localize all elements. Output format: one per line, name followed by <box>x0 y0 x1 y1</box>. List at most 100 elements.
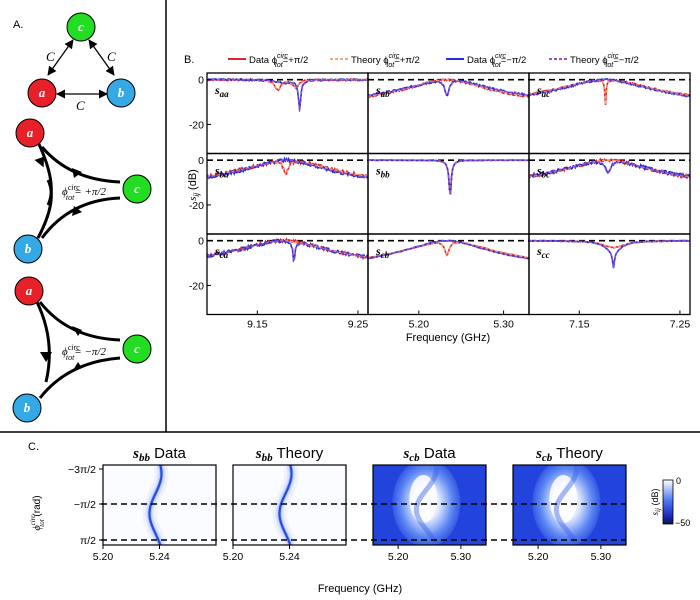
ytick-label: -20 <box>189 200 204 212</box>
series-theory-minus-sba <box>207 159 368 179</box>
circulator-plus-lower <box>40 196 121 239</box>
heatmap-frame <box>372 464 487 546</box>
circulator-plus-node-a-label: a <box>27 125 34 140</box>
heatmap-bb-data: sbb Data 5.20 5.24 <box>93 445 217 563</box>
series-theory-minus-scc <box>529 240 690 269</box>
series-theory-minus-sbc <box>529 161 690 178</box>
series-theory-minus-sab <box>368 80 529 96</box>
circulator-plus-arrow-lower <box>72 206 82 216</box>
subplot-sab: sab <box>367 72 530 155</box>
series-theory-minus-sca <box>207 240 368 262</box>
heatmap-title: sbb Theory <box>255 445 324 464</box>
ytick-label: -20 <box>189 119 204 131</box>
subplot-scc: scc <box>528 233 691 316</box>
subplot-scb: scb <box>367 233 530 316</box>
heatmap-cb-data: scb Data 5.20 5.30 <box>372 445 487 563</box>
series-theory-minus-scb <box>368 240 529 260</box>
frame-scb <box>367 233 530 316</box>
cell-label-saa: saa <box>214 83 229 99</box>
panel-label-b: B. <box>184 54 194 66</box>
xtick-label: 7.25 <box>670 319 691 331</box>
heatmap-title: scb Data <box>402 445 456 464</box>
sparam-grid: saa sab sac sba sbb sbc sca scb scc 0 -20 0 -20 0 -20 9… <box>189 72 691 331</box>
coupling-edge-cb <box>88 39 115 76</box>
series-theory-minus-sac <box>529 79 690 97</box>
subplot-sba: sba <box>206 152 369 235</box>
node-b-label: b <box>118 85 125 100</box>
c-xlabel: Frequency (GHz) <box>318 583 402 595</box>
heatmap-title: sbb Data <box>132 445 186 464</box>
cell-label-sca: sca <box>214 244 229 260</box>
circulator-plus-node-c <box>122 174 152 204</box>
circulator-minus-arm-a <box>34 299 51 383</box>
subplot-sac: sac <box>528 72 691 155</box>
legend: Data ϕcirc tot=+π/2 Theory ϕcirc tot=+π/2 Da… <box>228 53 639 69</box>
circulator-minus-arrow-a <box>40 352 52 362</box>
circulator-minus-arrow-upper <box>72 326 82 336</box>
panel-label-c: C. <box>28 441 39 453</box>
phase-plus-label: ϕcirc tot= +π/2 <box>62 183 106 202</box>
legend-label-theory_plus: Theory ϕcirc tot=+π/2 <box>351 53 420 69</box>
coupling-label-left: C <box>46 49 55 64</box>
phase-minus-label: ϕcirc tot= −π/2 <box>62 343 106 362</box>
circulator-minus-node-a <box>14 276 44 306</box>
cell-label-sbb: sbb <box>375 164 390 180</box>
heat-ytick-label: −π/2 <box>74 499 96 511</box>
subplot-sbb: sbb <box>367 152 530 235</box>
ytick-label: -20 <box>189 280 204 292</box>
circulator-plus-arrow-upper <box>72 168 82 178</box>
series-data-plus-scb <box>368 241 529 259</box>
frame-sbc <box>528 152 691 235</box>
circulator-plus-node-c-label: c <box>134 181 140 196</box>
heat-ytick-label: π/2 <box>80 535 96 547</box>
cell-label-sac: sac <box>536 83 550 99</box>
heatmap-bg <box>103 465 216 545</box>
node-a-label: a <box>39 85 46 100</box>
series-theory-plus-sac <box>529 79 690 105</box>
circuit-diagram: C C C c a b <box>27 12 136 113</box>
circulator-plus: a b c ϕcirc tot= +π/2 <box>13 118 152 264</box>
series-theory-minus-saa <box>207 79 368 112</box>
series-data-minus-sba <box>207 156 368 180</box>
node-a <box>27 78 57 108</box>
xtick-label: 7.15 <box>569 319 590 331</box>
coupling-label-right: C <box>107 49 116 64</box>
colorbar: 0 −50 sij (dB) <box>650 476 690 528</box>
coupling-edge-ca <box>47 39 74 76</box>
frame-sab <box>367 72 530 155</box>
panel-label-a: A. <box>13 19 23 31</box>
cell-label-sba: sba <box>214 164 229 180</box>
heatmap-panel: sbb Data 5.20 5.24 sbb Theory 5.20 5.24 scb Da… <box>68 445 627 563</box>
series-theory-minus-sbb <box>368 159 529 195</box>
colorbar-label: sij (dB) <box>650 489 662 516</box>
node-c-label: c <box>78 19 84 34</box>
heat-xtick-label: 5.20 <box>388 551 409 563</box>
circulator-minus-node-c-label: c <box>134 341 140 356</box>
b-ylabel: sij (dB) <box>187 169 201 201</box>
c-ylabel: ϕcirctot (rad) <box>29 495 46 530</box>
transmission-peak <box>409 475 438 523</box>
frame-sac <box>528 72 691 155</box>
heat-ytick-label: −3π/2 <box>68 464 96 476</box>
circulator-minus-node-c <box>122 334 152 364</box>
cell-label-sab: sab <box>375 83 390 99</box>
series-theory-plus-sba <box>207 161 368 177</box>
subplot-sbc: sbc <box>528 152 691 235</box>
circulator-plus-upper <box>40 146 121 184</box>
heatmap-bg <box>233 465 346 545</box>
xtick-label: 5.30 <box>493 319 514 331</box>
circulator-minus-lower <box>38 356 121 399</box>
frame-sba <box>206 152 369 235</box>
colorbar-min: −50 <box>675 518 690 528</box>
circulator-minus-node-b <box>12 393 42 423</box>
circulator-minus: a b c ϕcirc tot= −π/2 <box>12 276 152 423</box>
coupling-label-bottom: C <box>76 98 85 113</box>
heat-xtick-label: 5.30 <box>591 551 612 563</box>
transmission-peak <box>549 475 578 523</box>
frame-sbb <box>367 152 530 235</box>
heat-xtick-label: 5.20 <box>528 551 549 563</box>
ytick-label: 0 <box>198 75 204 87</box>
series-data-minus-saa <box>207 77 368 110</box>
circulator-plus-arm-b <box>36 179 53 239</box>
circulator-minus-node-b-label: b <box>24 400 31 415</box>
